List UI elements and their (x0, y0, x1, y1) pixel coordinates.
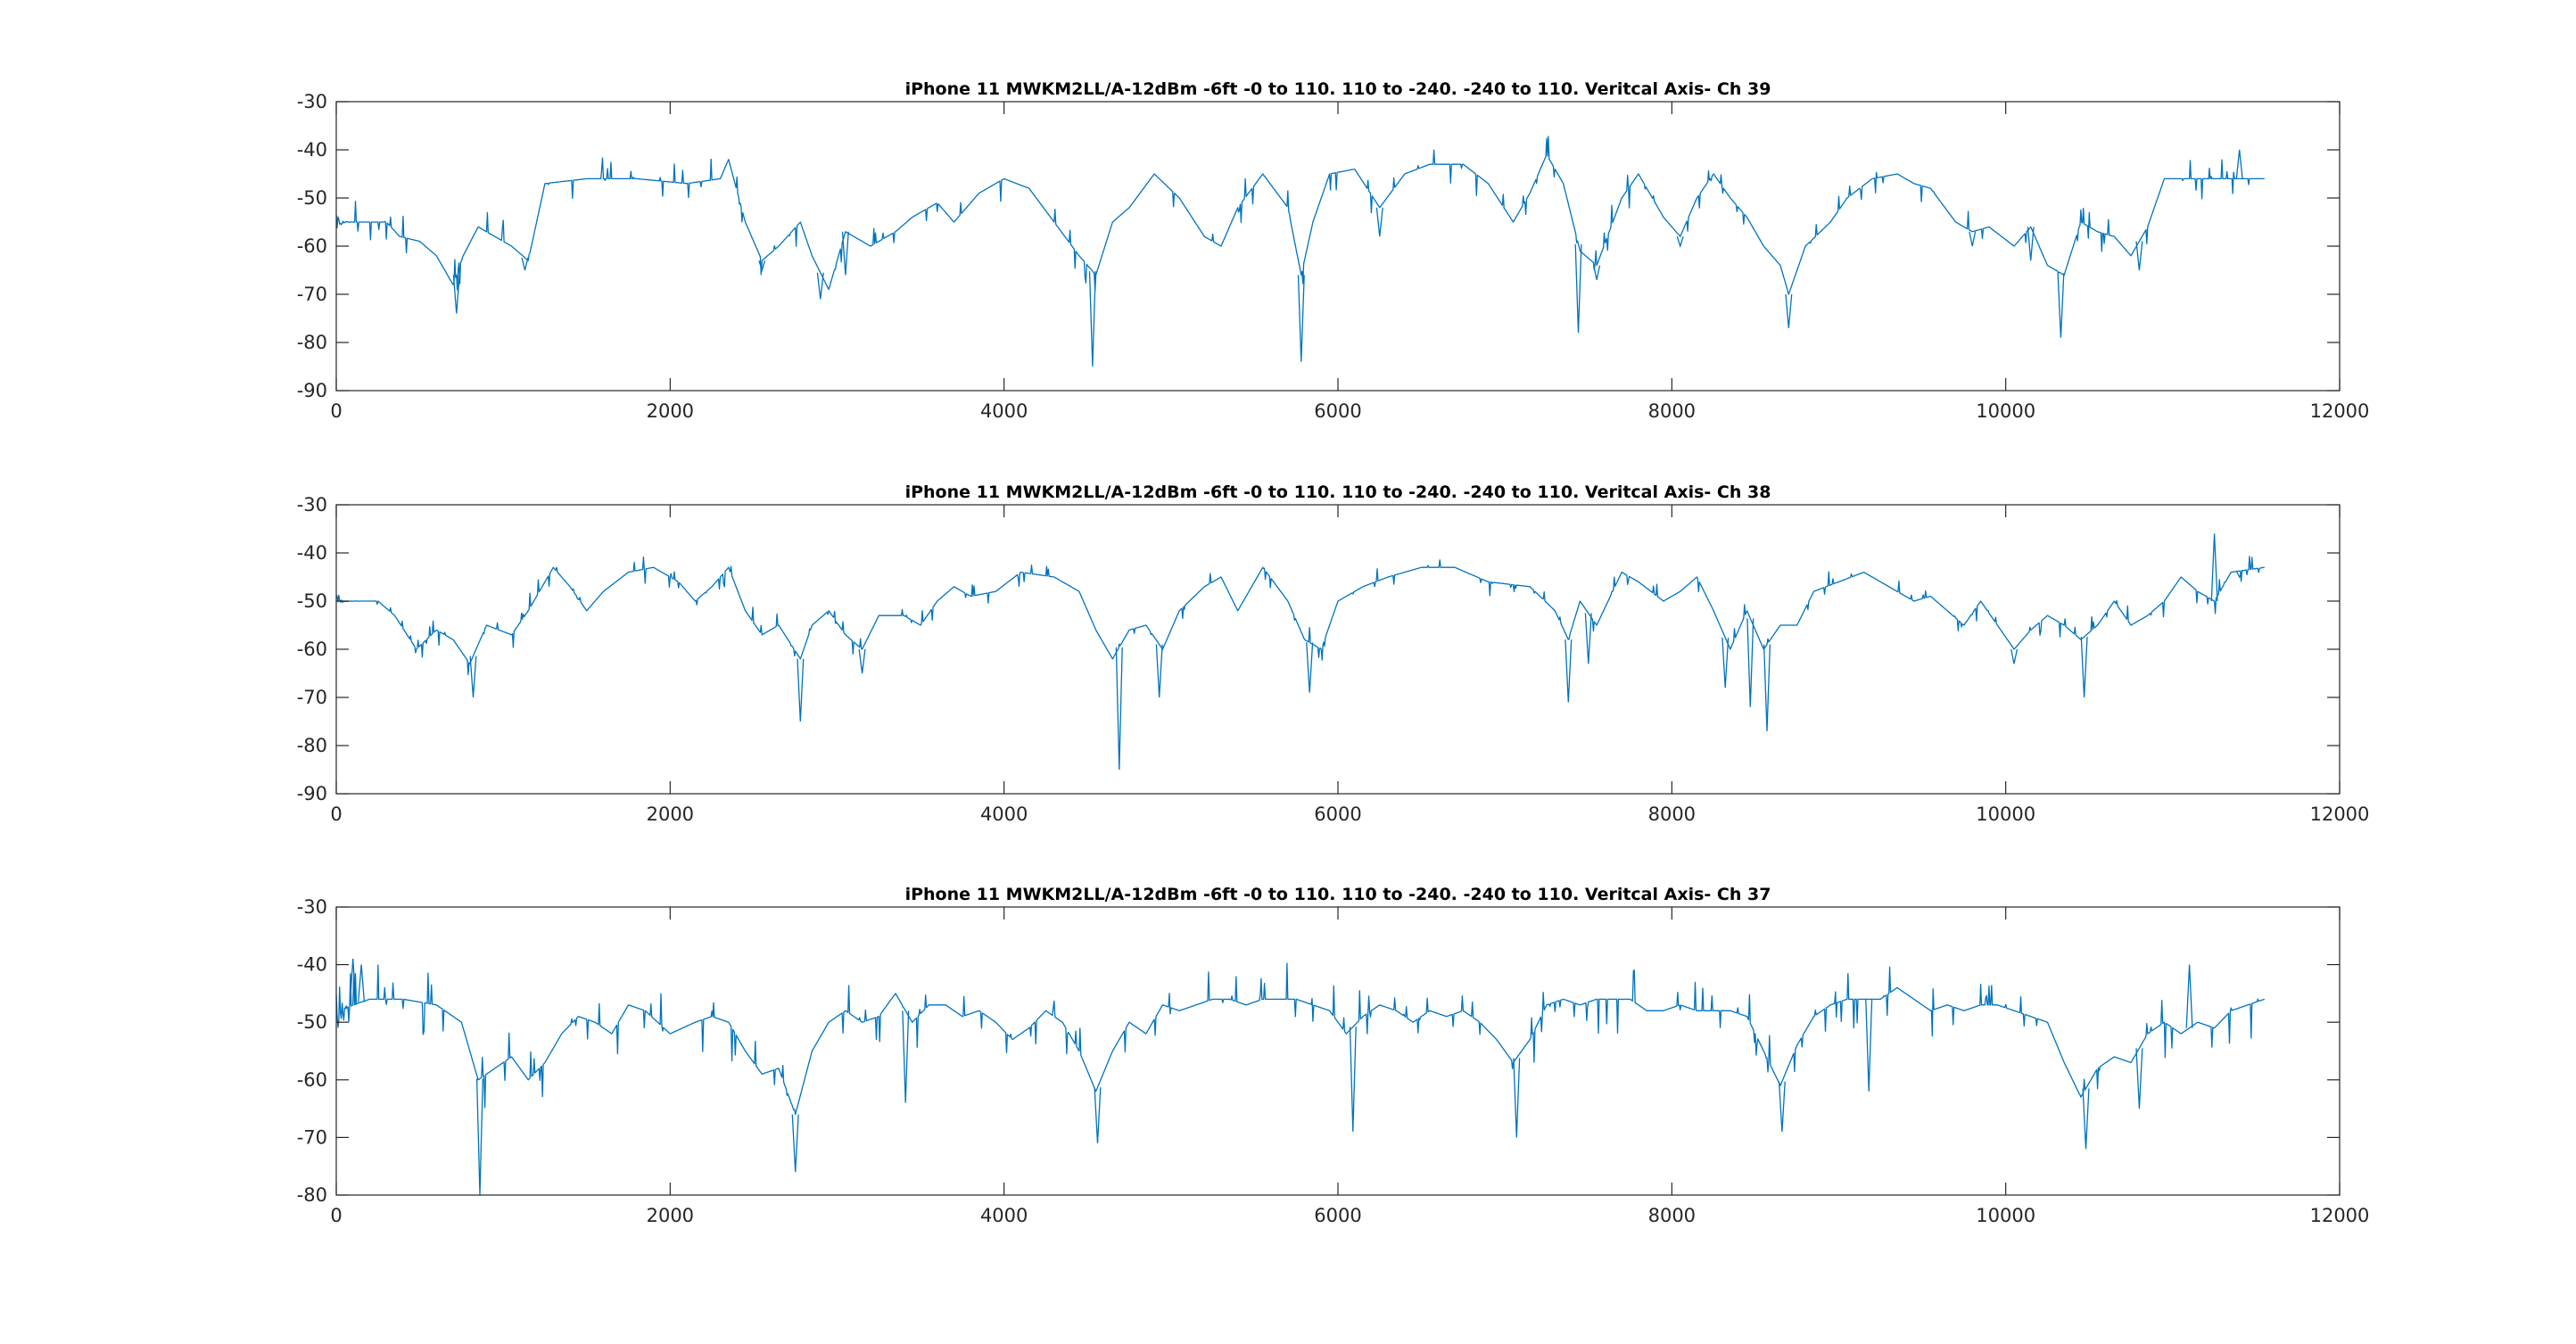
y-tick-label: -50 (297, 1011, 327, 1033)
y-tick-label: -80 (297, 735, 327, 756)
series-spike (791, 1114, 799, 1173)
series-spike (2185, 964, 2193, 1028)
y-tick-label: -50 (297, 590, 327, 612)
series-spike (1785, 293, 1793, 328)
series-spike (1349, 1027, 1357, 1132)
y-tick-label: -50 (297, 187, 327, 209)
series-spike (1574, 243, 1582, 334)
x-tick-label: 8000 (1648, 1205, 1696, 1226)
chart-title: iPhone 11 MWKM2LL/A-12dBm -6ft -0 to 110… (905, 482, 1771, 502)
x-tick-label: 6000 (1314, 804, 1361, 825)
y-tick-label: -40 (297, 954, 327, 976)
chart-title: iPhone 11 MWKM2LL/A-12dBm -6ft -0 to 110… (905, 79, 1771, 99)
series-spike (1297, 275, 1305, 362)
y-tick-label: -30 (297, 896, 327, 918)
x-tick-label: 4000 (980, 1205, 1028, 1226)
series-spike (758, 260, 766, 273)
series-spike (358, 964, 366, 1002)
series-spike (2080, 636, 2088, 698)
x-tick-label: 0 (330, 1205, 342, 1226)
series-spike (858, 648, 866, 674)
series-spike (2210, 533, 2218, 602)
y-tick-label: -30 (297, 494, 327, 515)
x-tick-label: 2000 (647, 400, 694, 422)
y-tick-label: -40 (297, 139, 327, 161)
x-tick-label: 12000 (2310, 1205, 2370, 1226)
y-tick-label: -90 (297, 783, 327, 804)
y-tick-label: -70 (297, 1126, 327, 1148)
series-spike (1115, 647, 1123, 771)
subplot-3: 0 2000 4000 6000 8000 10000 12000 -30 -40 -50 -60 -… (297, 885, 2370, 1226)
series-spike (452, 275, 460, 314)
series-spike (2057, 273, 2065, 338)
x-tick-label: 10000 (1976, 804, 2035, 825)
series-spike (1865, 999, 1873, 1092)
series-line (335, 962, 2265, 1116)
series-spike (1676, 236, 1684, 249)
x-tick-label: 6000 (1314, 400, 1361, 422)
series-spike (1513, 1058, 1521, 1138)
y-tick-label: -30 (297, 91, 327, 112)
subplot-2: 0 2000 4000 6000 8000 10000 12000 -30 -40 -50 -60 -… (297, 482, 2370, 825)
series-spike (841, 231, 849, 276)
series-spike (797, 658, 805, 722)
x-tick-label: 4000 (980, 400, 1028, 422)
x-tick-label: 0 (330, 804, 342, 825)
series-spike (2135, 1048, 2143, 1109)
x-tick-label: 12000 (2310, 804, 2370, 825)
series-spike (2082, 1088, 2090, 1150)
x-tick-label: 2000 (647, 804, 694, 825)
series-spike (1593, 265, 1601, 280)
y-tick-label: -70 (297, 687, 327, 708)
y-tick-label: -60 (297, 639, 327, 660)
x-tick-label: 12000 (2310, 400, 2370, 422)
series-spike (2235, 571, 2243, 579)
series-spike (349, 959, 357, 1005)
series-spike (1306, 642, 1314, 693)
series-spike (2010, 648, 2019, 664)
series-spike (1565, 639, 1573, 703)
series-spike (1094, 1087, 1102, 1143)
x-tick-label: 8000 (1648, 400, 1696, 422)
series-spike (902, 1010, 910, 1103)
y-tick-label: -80 (297, 332, 327, 353)
x-tick-label: 2000 (647, 1205, 694, 1226)
series-spike (816, 272, 824, 300)
x-tick-label: 10000 (1976, 400, 2035, 422)
x-tick-label: 0 (330, 400, 342, 422)
x-tick-label: 4000 (980, 804, 1028, 825)
y-tick-label: -70 (297, 284, 327, 305)
series-spike (1155, 644, 1163, 698)
series-spike (1721, 637, 1730, 688)
x-tick-label: 8000 (1648, 804, 1696, 825)
series-line (335, 136, 2265, 295)
series-spike (1375, 207, 1383, 237)
series-spike (1778, 1081, 1786, 1132)
series-spike (2235, 149, 2243, 179)
series-spike (1584, 613, 1592, 664)
x-tick-label: 6000 (1314, 1205, 1361, 1226)
series-spike (1088, 271, 1096, 367)
y-tick-label: -90 (297, 380, 327, 401)
series-spike (1746, 618, 1754, 707)
y-tick-label: -40 (297, 542, 327, 564)
y-tick-label: -80 (297, 1184, 327, 1206)
y-tick-label: -60 (297, 1069, 327, 1091)
chart-title: iPhone 11 MWKM2LL/A-12dBm -6ft -0 to 110… (905, 885, 1771, 904)
series-line (335, 556, 2265, 676)
series-spike (1763, 644, 1771, 731)
series-spike (521, 257, 529, 271)
series-spike (1969, 231, 1977, 247)
series-spike (2135, 241, 2143, 271)
y-tick-label: -60 (297, 235, 327, 257)
series-spike (469, 656, 477, 698)
subplot-1: 0 2000 4000 6000 8000 10000 12000 -30 -40 -50 -60 -… (297, 79, 2370, 422)
x-tick-label: 10000 (1976, 1205, 2035, 1226)
series-spike (2027, 227, 2035, 261)
